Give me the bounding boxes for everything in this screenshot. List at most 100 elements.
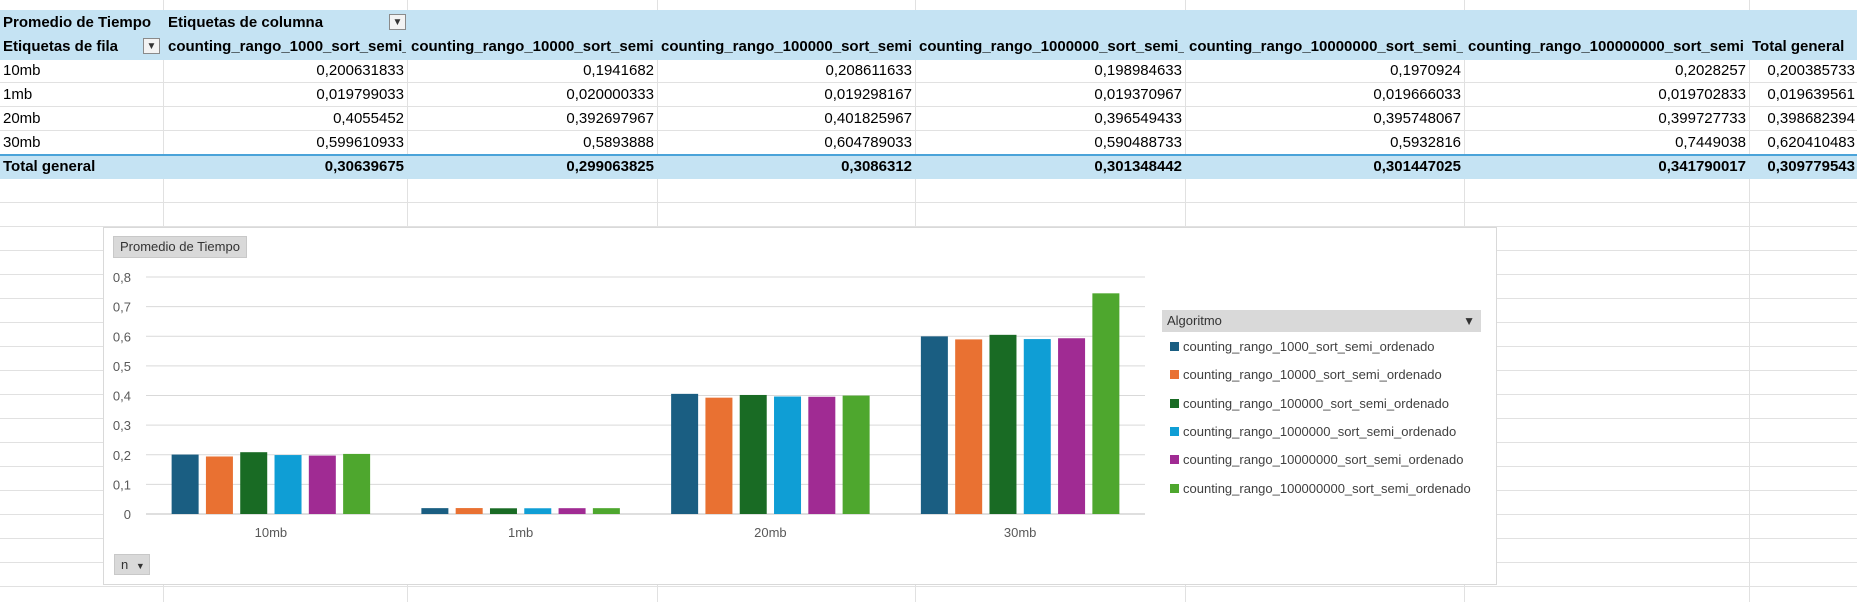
- legend-header[interactable]: Algoritmo ▼: [1162, 310, 1481, 332]
- chart-value-field-button[interactable]: Promedio de Tiempo: [113, 236, 247, 258]
- legend-swatch: [1170, 398, 1179, 408]
- pivot-row-label[interactable]: 20mb: [3, 110, 41, 127]
- legend-item[interactable]: counting_rango_1000000_sort_semi_ordenad…: [1170, 424, 1456, 440]
- pivot-total-cell[interactable]: 0,341790017: [1658, 158, 1746, 175]
- pivot-value-cell[interactable]: 0,604789033: [824, 134, 912, 151]
- row-gridline: [0, 202, 1857, 203]
- legend-item[interactable]: counting_rango_10000000_sort_semi_ordena…: [1170, 452, 1463, 468]
- row-gridline: [0, 82, 1857, 83]
- y-tick-label: 0,4: [113, 389, 131, 404]
- pivot-value-field[interactable]: Promedio de Tiempo: [3, 14, 152, 31]
- pivot-total-cell[interactable]: 0,30639675: [324, 158, 404, 175]
- row-gridline: [0, 106, 1857, 107]
- bar: [421, 508, 449, 514]
- pivot-value-cell[interactable]: 0,7449038: [1675, 134, 1746, 151]
- y-tick-label: 0,2: [113, 448, 131, 463]
- pivot-value-cell[interactable]: 0,1941682: [583, 62, 654, 79]
- y-tick-label: 0,5: [113, 359, 131, 374]
- legend-swatch: [1170, 426, 1179, 436]
- pivot-total-cell[interactable]: 0,309779543: [1767, 158, 1855, 175]
- pivot-value-cell[interactable]: 0,208611633: [825, 62, 912, 79]
- pivot-value-cell[interactable]: 0,020000333: [566, 86, 654, 103]
- pivot-row-label[interactable]: 30mb: [3, 134, 41, 151]
- column-filter-icon[interactable]: ▼: [389, 14, 406, 30]
- legend-label: counting_rango_100000000_sort_semi_orden…: [1183, 480, 1471, 496]
- bar: [343, 453, 371, 514]
- chart-axis-field-label: n: [121, 557, 129, 572]
- bar: [1058, 338, 1086, 514]
- pivot-value-cell[interactable]: 0,198984633: [1094, 62, 1182, 79]
- legend-label: counting_rango_10000000_sort_semi_ordena…: [1183, 452, 1464, 468]
- pivot-chart[interactable]: 0 0,1 0,2 0,3 0,4 0,5 0,6 0,7 0,8 10mb 1mb 20mb 30mb: [103, 227, 1497, 585]
- pivot-column-header[interactable]: Total general: [1752, 38, 1845, 55]
- bar: [955, 339, 983, 514]
- pivot-total-border: [0, 154, 1857, 156]
- pivot-column-header[interactable]: counting_rango_10000000_sort_semi_: [1189, 38, 1463, 55]
- pivot-value-cell[interactable]: 0,019298167: [824, 86, 912, 103]
- pivot-value-cell[interactable]: 0,200385733: [1767, 62, 1855, 79]
- bar: [920, 336, 948, 514]
- pivot-column-header[interactable]: counting_rango_1000000_sort_semi_: [919, 38, 1184, 55]
- pivot-column-header[interactable]: counting_rango_10000_sort_semi: [411, 38, 654, 55]
- x-tick-label: 30mb: [1004, 525, 1037, 540]
- pivot-value-cell[interactable]: 0,398682394: [1767, 110, 1855, 127]
- legend-swatch: [1170, 455, 1179, 465]
- row-filter-dropdown-icon[interactable]: ▼: [143, 38, 160, 54]
- pivot-value-cell[interactable]: 0,401825967: [824, 110, 912, 127]
- pivot-column-header[interactable]: counting_rango_1000_sort_semi_: [168, 38, 406, 55]
- pivot-value-cell[interactable]: 0,019666033: [1373, 86, 1461, 103]
- pivot-value-cell[interactable]: 0,399727733: [1658, 110, 1746, 127]
- legend-item[interactable]: counting_rango_1000_sort_semi_ordenado: [1170, 339, 1435, 355]
- pivot-total-cell[interactable]: 0,301348442: [1094, 158, 1182, 175]
- legend-title: Algoritmo: [1167, 313, 1222, 328]
- legend-swatch: [1170, 342, 1179, 351]
- pivot-value-cell[interactable]: 0,620410483: [1767, 134, 1855, 151]
- pivot-column-labels[interactable]: Etiquetas de columna: [168, 14, 324, 31]
- x-tick-label: 20mb: [754, 525, 787, 540]
- pivot-value-cell[interactable]: 0,392697967: [566, 110, 654, 127]
- bar: [205, 456, 233, 514]
- pivot-value-cell[interactable]: 0,395748067: [1373, 110, 1461, 127]
- pivot-value-cell[interactable]: 0,2028257: [1675, 62, 1746, 79]
- legend-item[interactable]: counting_rango_10000_sort_semi_ordenado: [1170, 367, 1442, 383]
- pivot-value-cell[interactable]: 0,5932816: [1390, 134, 1461, 151]
- pivot-total-band: [0, 155, 1857, 179]
- pivot-value-cell[interactable]: 0,4055452: [333, 110, 404, 127]
- pivot-row-label[interactable]: 1mb: [3, 86, 33, 103]
- bar: [705, 397, 733, 514]
- pivot-header-band: [0, 10, 1857, 60]
- bar: [989, 334, 1017, 514]
- pivot-value-cell[interactable]: 0,599610933: [316, 134, 404, 151]
- pivot-column-header[interactable]: counting_rango_100000_sort_semi: [661, 38, 912, 55]
- column-gridline: [1749, 0, 1750, 602]
- bar: [1092, 293, 1120, 514]
- pivot-total-cell[interactable]: 0,3086312: [841, 158, 912, 175]
- pivot-row-labels[interactable]: Etiquetas de fila: [3, 38, 119, 55]
- row-gridline: [0, 586, 1857, 587]
- chevron-down-icon: ▼: [135, 561, 145, 571]
- legend-item[interactable]: counting_rango_100000_sort_semi_ordenado: [1170, 396, 1449, 412]
- bar: [842, 395, 870, 514]
- legend-swatch: [1170, 483, 1179, 493]
- pivot-value-cell[interactable]: 0,200631833: [316, 62, 404, 79]
- pivot-row-label[interactable]: 10mb: [3, 62, 41, 79]
- pivot-value-cell[interactable]: 0,1970924: [1390, 62, 1461, 79]
- pivot-value-cell[interactable]: 0,590488733: [1094, 134, 1182, 151]
- legend-label: counting_rango_1000_sort_semi_ordenado: [1183, 339, 1435, 354]
- pivot-column-header[interactable]: counting_rango_100000000_sort_semi: [1468, 38, 1744, 55]
- pivot-value-cell[interactable]: 0,019702833: [1658, 86, 1746, 103]
- chart-axis-field-button[interactable]: n ▼: [114, 554, 150, 575]
- pivot-value-cell[interactable]: 0,5893888: [583, 134, 654, 151]
- x-tick-label: 10mb: [255, 525, 288, 540]
- legend-item[interactable]: counting_rango_100000000_sort_semi_orden…: [1170, 481, 1471, 497]
- pivot-total-cell[interactable]: 0,301447025: [1373, 158, 1461, 175]
- pivot-value-cell[interactable]: 0,396549433: [1094, 110, 1182, 127]
- row-gridline: [0, 130, 1857, 131]
- filter-icon[interactable]: ▼: [1463, 314, 1475, 328]
- pivot-value-cell[interactable]: 0,019370967: [1094, 86, 1182, 103]
- pivot-value-cell[interactable]: 0,019639561: [1767, 86, 1855, 103]
- pivot-total-cell[interactable]: 0,299063825: [566, 158, 654, 175]
- bar: [274, 455, 302, 514]
- pivot-value-cell[interactable]: 0,019799033: [316, 86, 404, 103]
- pivot-total-label[interactable]: Total general: [3, 158, 96, 175]
